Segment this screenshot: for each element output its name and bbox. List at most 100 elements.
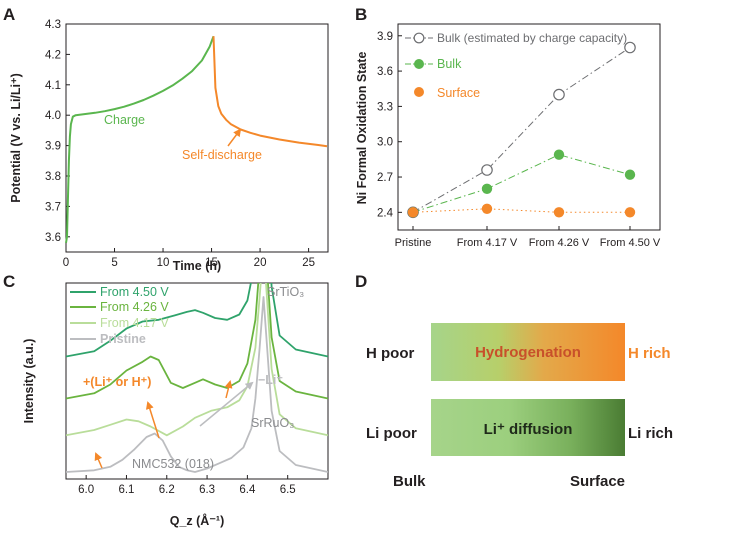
panel-b-x-tick-label: From 4.17 V — [457, 237, 518, 249]
li-diffusion-gradient-bar — [431, 399, 625, 456]
panel-b-series-line — [412, 208, 630, 213]
panel-a-y-axis-title: Potential (V vs. Li/Li⁺) — [9, 73, 23, 203]
panel-c-arrow-minus-li — [199, 381, 254, 427]
panel-c-curve-from-4-50-v — [66, 283, 328, 358]
legend-c-450-label: From 4.50 V — [100, 285, 169, 299]
panel-b-data-point — [553, 207, 565, 218]
panel-a-x-axis-title: Time (h) — [173, 259, 221, 273]
panel-c-arrow-lih — [145, 401, 160, 439]
panel-c-legend: From 4.50 V From 4.26 V From 4.17 V Pris… — [70, 285, 169, 346]
panel-c-x-tick-label: 6.0 — [78, 484, 94, 496]
panel-c-curve-from-4-17-v — [66, 283, 328, 437]
panel-b-data-point — [481, 164, 493, 176]
panel-c-srtio3-label: SrTiO₃ — [267, 285, 304, 299]
legend-bulk-marker — [414, 59, 424, 69]
panel-a-x-tick-label: 20 — [254, 257, 267, 269]
panel-b-legend: Bulk (estimated by charge capacity) Bulk… — [405, 31, 627, 100]
panel-a-x-tick-label: 0 — [63, 257, 69, 269]
panel-c-frame — [65, 282, 329, 480]
legend-c-426-label: From 4.26 V — [100, 300, 169, 314]
panel-c-y-axis-title: Intensity (a.u.) — [22, 339, 36, 424]
legend-c-417-label: From 4.17 V — [100, 316, 169, 330]
panel-b-x-tick-label: From 4.26 V — [529, 237, 590, 249]
panel-c-curve-pristine — [66, 296, 328, 473]
panel-a-y-tick-label: 3.6 — [45, 232, 61, 244]
panel-c-nmc-label: NMC532 (018) — [132, 457, 214, 471]
li-poor-label: Li poor — [366, 425, 417, 442]
panel-b-data-point — [553, 149, 565, 160]
panel-b-y-axis-title: Ni Formal Oxidation State — [355, 52, 369, 205]
legend-surface-label: Surface — [437, 86, 480, 100]
panel-b-data-point — [407, 207, 419, 218]
panel-c-letter: C — [3, 272, 15, 291]
panel-d-letter: D — [355, 272, 367, 291]
hydrogenation-label: Hydrogenation — [475, 344, 581, 361]
panel-a-self-discharge-arrow — [227, 128, 242, 147]
panel-a-charge-label: Charge — [104, 113, 145, 127]
panel-c-x-tick-label: 6.2 — [159, 484, 175, 496]
panel-c-x-axis-title: Q_z (Å⁻¹) — [170, 513, 225, 528]
panel-a-x-tick-label: 5 — [111, 257, 117, 269]
bulk-label: Bulk — [393, 473, 426, 490]
panel-c-chart: 6.0 6.1 6.2 6.3 6.4 6.5 Q_z (Å⁻¹) Intensity (… — [22, 282, 329, 528]
panel-c-x-tick-label: 6.3 — [199, 484, 215, 496]
panel-b-chart: 2.4 2.7 3.0 3.3 3.6 3.9 Pristine From 4.17 V Fro… — [355, 23, 661, 249]
panel-a-letter: A — [3, 5, 15, 24]
panel-a-self-discharge-label: Self-discharge — [182, 148, 262, 162]
panel-b-series-line — [412, 47, 631, 213]
panel-b-y-tick-label: 3.0 — [377, 137, 393, 149]
panel-c-x-tick-label: 6.5 — [280, 484, 296, 496]
panel-b-frame — [397, 23, 661, 231]
panel-b-data-point — [481, 183, 493, 194]
panel-c-arrow-orange-2 — [224, 380, 233, 399]
panel-a-y-tick-label: 4.1 — [45, 80, 61, 92]
panel-b-y-tick-label: 3.3 — [377, 101, 393, 113]
panel-b-letter: B — [355, 5, 367, 24]
panel-c-li-or-h-label: +(Li⁺ or H⁺) — [83, 375, 151, 389]
panel-b-data-point — [553, 88, 565, 101]
panel-b-data-point — [481, 203, 493, 214]
panel-c-x-tick-label: 6.1 — [118, 484, 134, 496]
panel-a-self-discharge-curve — [212, 36, 328, 148]
panel-b-y-tick-label: 2.4 — [377, 207, 394, 219]
legend-bulk-est-label: Bulk (estimated by charge capacity) — [437, 31, 627, 45]
panel-b-data-point — [624, 207, 636, 218]
panel-b-x-tick-label: From 4.50 V — [600, 237, 661, 249]
panel-a-x-tick-label: 15 — [205, 257, 218, 269]
panel-a-y-tick-label: 3.9 — [45, 141, 61, 153]
legend-bulk-label: Bulk — [437, 57, 462, 71]
li-rich-label: Li rich — [628, 425, 673, 442]
panel-a-y-tick-label: 3.8 — [45, 171, 61, 183]
panel-b-x-tick-label: Pristine — [395, 237, 432, 249]
panel-a-charge-curve — [65, 35, 215, 244]
panel-b-series-line — [412, 154, 631, 213]
panel-b-data-point — [624, 169, 636, 180]
panel-a-x-tick-label: 25 — [302, 257, 315, 269]
h-poor-label: H poor — [366, 345, 414, 362]
legend-surface-marker — [414, 87, 424, 97]
panel-a-y-tick-label: 3.7 — [45, 201, 61, 213]
legend-c-pristine-label: Pristine — [100, 332, 146, 346]
panel-a-x-tick-label: 10 — [157, 257, 170, 269]
panel-b-y-tick-label: 3.9 — [377, 31, 393, 43]
panel-b-y-tick-label: 2.7 — [377, 172, 393, 184]
panel-a-y-tick-label: 4.3 — [45, 19, 61, 31]
panel-a-y-tick-label: 4.0 — [45, 110, 61, 122]
panel-a-frame — [65, 23, 329, 253]
panel-b-y-tick-label: 3.6 — [377, 66, 393, 78]
panel-c-minus-li-label: −Li⁺ — [258, 373, 283, 387]
h-rich-label: H rich — [628, 345, 671, 362]
panel-c-arrow-nmc — [94, 452, 103, 469]
panel-c-x-tick-label: 6.4 — [239, 484, 256, 496]
surface-label: Surface — [570, 473, 625, 490]
hydrogenation-gradient-bar — [431, 323, 625, 381]
legend-bulk-est-marker — [413, 32, 425, 44]
panel-c-srruo3-label: SrRuO₃ — [251, 416, 294, 430]
panel-a-y-tick-label: 4.2 — [45, 49, 61, 61]
panel-d-diagram: Hydrogenation H poor H rich Li⁺ diffusio… — [366, 323, 673, 490]
panel-a-chart: 0 5 10 15 20 25 3.6 3.7 3.8 3.9 4.0 4.1 4.2 4.3 Time … — [9, 19, 329, 273]
panel-b-data-point — [624, 41, 636, 54]
panel-c-curve-from-4-26-v — [66, 283, 328, 400]
li-diffusion-label: Li⁺ diffusion — [484, 421, 573, 438]
